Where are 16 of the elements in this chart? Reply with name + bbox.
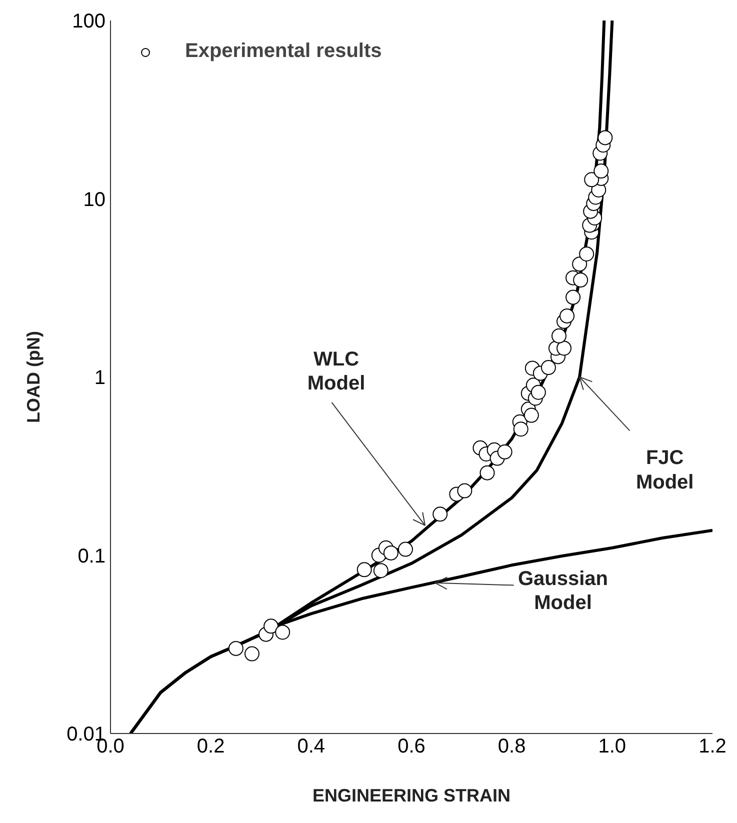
x-axis-title: ENGINEERING STRAIN: [312, 786, 511, 806]
x-tick-label: 0.4: [297, 736, 326, 758]
annotation: WLC Model: [307, 348, 366, 395]
x-tick-label: 0.2: [196, 736, 225, 758]
x-tick-label: 0.6: [398, 736, 426, 758]
legend-label: Experimental results: [185, 40, 382, 63]
x-tick-label: 0.8: [498, 736, 526, 758]
x-tick-label: 1.0: [598, 736, 626, 758]
annotation: Gaussian Model: [518, 568, 608, 614]
annotation: FJC Model: [636, 447, 694, 494]
y-tick-label: 0.1: [78, 545, 106, 568]
x-tick-label: 1.2: [698, 736, 726, 758]
y-tick-label: 100: [72, 10, 106, 32]
y-axis-title: LOAD (pN): [24, 331, 44, 423]
y-tick-label: 10: [83, 188, 106, 211]
y-tick-label: 1: [94, 367, 106, 389]
